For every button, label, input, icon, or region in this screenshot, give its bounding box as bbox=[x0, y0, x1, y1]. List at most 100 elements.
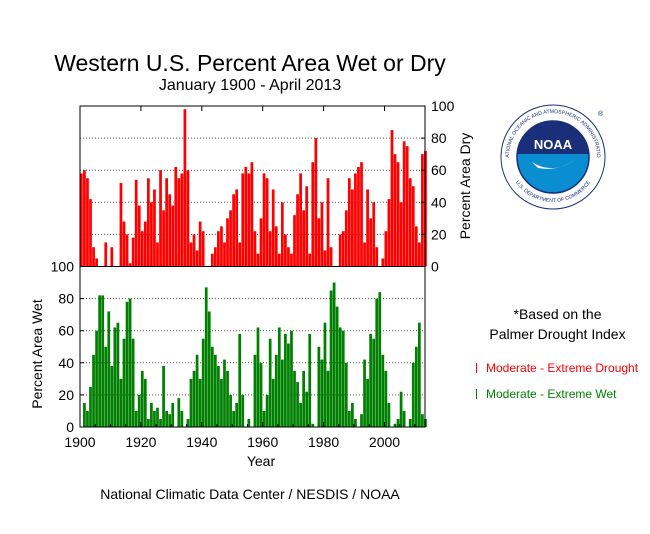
bar-dry bbox=[168, 194, 172, 267]
bar-wet bbox=[378, 292, 382, 427]
tick-label-dry: 20 bbox=[431, 226, 447, 242]
bar-dry bbox=[290, 253, 293, 267]
bar-dry bbox=[381, 258, 385, 267]
bar-dry bbox=[253, 231, 257, 267]
bar-wet bbox=[375, 298, 379, 427]
tick-label-year: 1980 bbox=[308, 434, 339, 450]
bar-dry bbox=[421, 154, 424, 267]
bar-wet bbox=[137, 394, 141, 427]
bar-wet bbox=[125, 301, 129, 427]
bar-wet bbox=[204, 287, 208, 427]
bar-wet bbox=[320, 359, 324, 427]
bar-dry bbox=[86, 178, 89, 267]
bar-wet bbox=[247, 418, 251, 427]
bar-dry bbox=[396, 162, 400, 267]
tick-label-dry: 80 bbox=[431, 130, 447, 146]
bar-dry bbox=[305, 186, 309, 267]
bar-wet bbox=[262, 410, 266, 427]
tick-label-wet: 40 bbox=[58, 355, 74, 371]
bar-wet bbox=[104, 346, 108, 427]
bar-wet bbox=[265, 394, 269, 427]
bar-dry bbox=[156, 242, 159, 267]
bar-wet bbox=[165, 410, 169, 427]
bar-dry bbox=[171, 205, 175, 267]
bar-dry bbox=[217, 231, 220, 267]
bar-wet bbox=[92, 354, 95, 427]
bar-wet bbox=[122, 338, 126, 427]
bar-wet bbox=[271, 378, 275, 427]
bar-dry bbox=[302, 210, 306, 267]
bar-wet bbox=[253, 354, 257, 427]
bar-dry bbox=[326, 178, 330, 267]
bar-dry bbox=[165, 178, 169, 267]
bar-wet bbox=[256, 327, 260, 427]
bar-dry bbox=[341, 231, 345, 267]
bar-wet bbox=[287, 343, 290, 427]
bar-wet bbox=[241, 394, 245, 427]
bar-wet bbox=[98, 295, 102, 427]
bar-dry bbox=[195, 250, 199, 267]
bar-wet bbox=[232, 410, 235, 427]
bar-wet bbox=[335, 306, 339, 427]
bar-wet bbox=[95, 330, 98, 427]
bar-dry bbox=[299, 173, 302, 267]
bar-dry bbox=[317, 218, 321, 267]
bar-wet bbox=[387, 402, 391, 427]
bar-dry bbox=[280, 202, 284, 267]
chart-subtitle: January 1900 - April 2013 bbox=[158, 77, 342, 94]
bar-dry bbox=[284, 234, 287, 267]
bar-wet bbox=[332, 282, 336, 427]
bar-dry bbox=[277, 253, 281, 267]
tick-label-year: 1940 bbox=[186, 434, 217, 450]
bar-wet bbox=[360, 414, 363, 427]
bar-wet bbox=[134, 410, 138, 427]
bar-wet bbox=[296, 382, 299, 427]
tick-label-year: 1900 bbox=[64, 434, 95, 450]
bar-dry bbox=[180, 173, 184, 267]
bar-wet bbox=[402, 410, 406, 427]
bar-wet bbox=[213, 354, 217, 427]
bar-dry bbox=[241, 173, 245, 267]
bar-dry bbox=[366, 189, 369, 267]
bar-wet bbox=[238, 333, 242, 427]
bar-wet bbox=[162, 366, 165, 427]
bar-wet bbox=[338, 327, 342, 427]
credit-line: National Climatic Data Center / NESDIS /… bbox=[100, 486, 400, 502]
tick-label-wet: 20 bbox=[58, 387, 74, 403]
bar-wet bbox=[177, 398, 181, 427]
bar-dry bbox=[183, 109, 187, 267]
noaa-logo: NOAA NATIONAL OCEANIC AND ATMOSPHERIC AD… bbox=[498, 102, 606, 210]
bar-dry bbox=[414, 226, 418, 267]
bar-dry bbox=[363, 242, 366, 267]
bar-wet bbox=[354, 418, 357, 427]
bar-wet bbox=[363, 359, 366, 427]
bar-dry bbox=[384, 231, 388, 267]
bar-wet bbox=[393, 423, 397, 427]
bar-wet bbox=[277, 327, 281, 427]
bar-dry bbox=[387, 199, 391, 267]
bar-dry bbox=[311, 162, 315, 267]
y-axis-label-dry: Percent Area Dry bbox=[457, 133, 473, 240]
bar-dry bbox=[296, 194, 299, 267]
bar-wet bbox=[311, 423, 315, 427]
legend-swatch-drought bbox=[476, 363, 477, 373]
bar-dry bbox=[83, 170, 86, 267]
bar-wet bbox=[229, 394, 232, 427]
bar-wet bbox=[381, 354, 385, 427]
bar-dry bbox=[189, 242, 193, 267]
bar-wet bbox=[417, 322, 421, 427]
bar-dry bbox=[140, 231, 144, 267]
bar-wet bbox=[223, 359, 226, 427]
bar-wet bbox=[329, 290, 333, 427]
bar-wet bbox=[323, 322, 327, 427]
bar-dry bbox=[244, 166, 248, 267]
bar-wet bbox=[168, 414, 172, 427]
bar-wet bbox=[293, 370, 296, 427]
bar-dry bbox=[174, 166, 178, 267]
bar-dry bbox=[274, 226, 278, 267]
bar-wet bbox=[116, 322, 120, 427]
bar-dry bbox=[162, 210, 165, 267]
bar-wet bbox=[186, 418, 190, 427]
tick-label-wet: 100 bbox=[51, 259, 75, 275]
bar-dry bbox=[213, 247, 217, 267]
